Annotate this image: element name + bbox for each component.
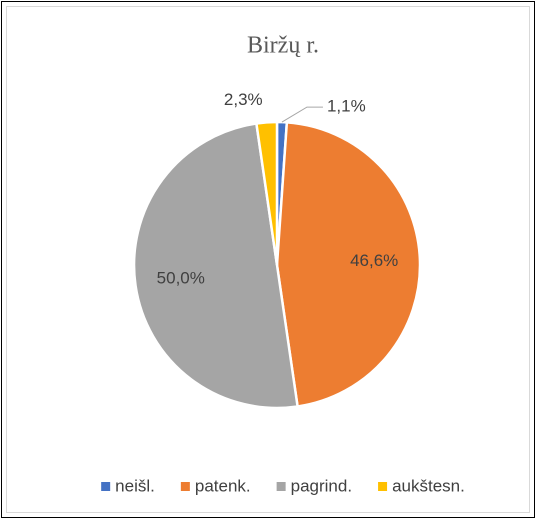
leader-line bbox=[281, 106, 323, 123]
data-label: 46,6% bbox=[350, 251, 398, 270]
legend-label: pagrind. bbox=[291, 476, 352, 495]
pie-slice bbox=[133, 122, 300, 410]
data-label: 1,1% bbox=[327, 97, 366, 116]
legend-swatch bbox=[276, 482, 286, 491]
legend-swatch bbox=[101, 482, 111, 491]
data-label: 50,0% bbox=[157, 268, 205, 287]
legend-label: neišl. bbox=[115, 476, 155, 495]
chart-title: Biržų r. bbox=[247, 33, 319, 59]
legend-swatch bbox=[180, 482, 190, 491]
legend-label: patenk. bbox=[195, 476, 251, 495]
plot-border bbox=[6, 6, 530, 513]
pie-slice bbox=[275, 121, 422, 408]
legend-label: aukštesn. bbox=[392, 476, 465, 495]
legend-swatch bbox=[378, 482, 388, 491]
data-label: 2,3% bbox=[224, 90, 263, 109]
pie-slice bbox=[254, 120, 279, 266]
